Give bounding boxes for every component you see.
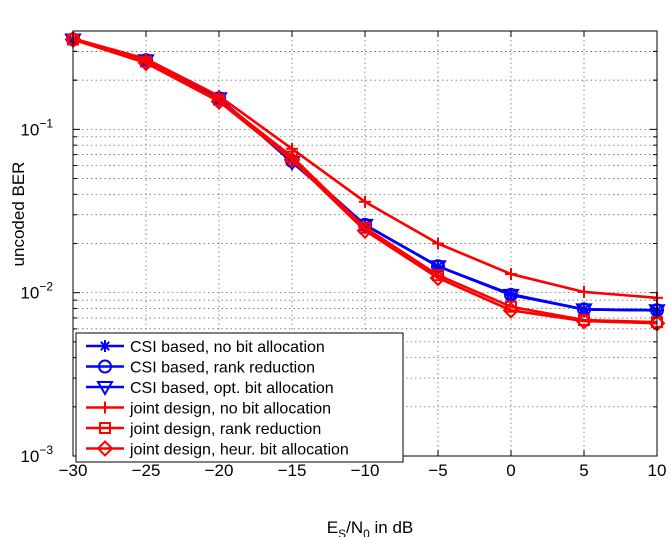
series-layer <box>64 31 666 332</box>
data-point <box>137 54 155 72</box>
legend-marker <box>99 422 111 434</box>
legend-label: joint design, heur. bit allocation <box>129 442 349 459</box>
series-2 <box>66 32 664 318</box>
data-point <box>575 312 593 330</box>
legend-marker <box>96 381 114 396</box>
data-point <box>356 222 374 239</box>
legend-entry: joint design, no bit allocation <box>86 401 331 418</box>
data-point <box>359 195 371 208</box>
legend-label: CSI based, opt. bit allocation <box>130 380 334 397</box>
y-axis-label: uncoded BER <box>9 162 28 267</box>
data-point <box>429 269 447 287</box>
legend-marker <box>96 440 114 457</box>
legend-label: joint design, rank reduction <box>129 421 321 438</box>
x-tick-label: 5 <box>579 461 588 480</box>
legend-label: CSI based, rank reduction <box>130 360 315 377</box>
series-line <box>72 38 658 324</box>
x-tick-label: −30 <box>59 461 88 480</box>
x-tick-label: 10 <box>648 461 667 480</box>
y-tick-label: 10−1 <box>20 116 53 139</box>
legend-box <box>75 332 404 463</box>
legend-label: CSI based, no bit allocation <box>130 339 325 356</box>
series-6 <box>64 31 666 332</box>
y-tick-label: 10−2 <box>20 280 53 303</box>
series-line <box>72 38 658 325</box>
legend-entry: CSI based, no bit allocation <box>86 339 325 356</box>
data-point <box>502 288 520 304</box>
data-point <box>429 260 447 276</box>
data-point <box>502 301 520 319</box>
x-tick-label: 0 <box>506 461 515 480</box>
x-tick-label: −20 <box>205 461 234 480</box>
legend-marker <box>99 401 111 414</box>
legend-entry: CSI based, rank reduction <box>86 359 315 377</box>
legend-marker <box>99 340 111 352</box>
data-point <box>210 93 228 110</box>
legend-marker <box>98 359 112 374</box>
series-1 <box>67 33 663 317</box>
data-point <box>505 268 517 281</box>
legend-entry: CSI based, opt. bit allocation <box>86 380 334 397</box>
x-tick-label: −10 <box>351 461 380 480</box>
series-4 <box>67 32 663 304</box>
x-axis-label: ES/N0 in dB <box>327 518 414 537</box>
legend-entry: joint design, rank reduction <box>86 421 321 438</box>
data-point <box>283 151 301 169</box>
legend: CSI based, no bit allocation CSI based, r… <box>75 332 404 463</box>
x-tick-label: −5 <box>428 461 447 480</box>
data-point <box>432 237 444 250</box>
legend-entry: joint design, heur. bit allocation <box>86 440 349 459</box>
axis-ticks: −30 −25 −20 −15 −10 −5 0 5 10 10−1 10−2 10−3 <box>20 30 667 480</box>
data-point <box>575 303 593 319</box>
y-tick-label: 10−3 <box>20 443 53 466</box>
x-tick-label: −25 <box>132 461 161 480</box>
data-point <box>578 285 590 298</box>
x-tick-label: −15 <box>278 461 307 480</box>
legend-label: joint design, no bit allocation <box>129 401 331 418</box>
